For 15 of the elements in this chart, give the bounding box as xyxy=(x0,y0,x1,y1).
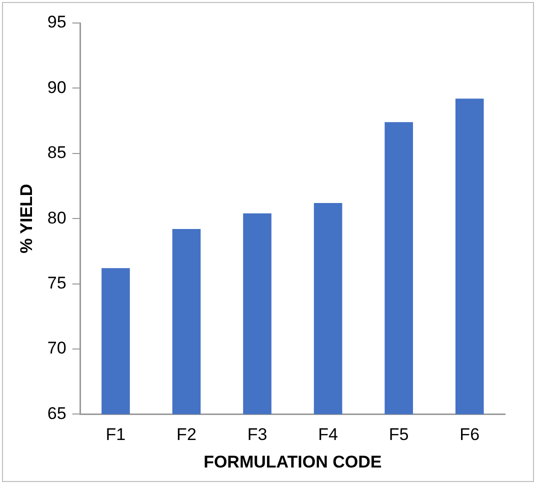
y-tick-label: 70 xyxy=(47,338,66,358)
y-tick-label: 65 xyxy=(47,404,66,423)
x-tick-label: F3 xyxy=(247,425,268,444)
y-tick-label: 80 xyxy=(47,208,66,228)
x-tick-label: F5 xyxy=(388,425,409,444)
x-tick-label: F4 xyxy=(318,425,338,444)
y-tick-label: 90 xyxy=(47,78,66,97)
y-tick-label: 75 xyxy=(47,273,66,292)
y-tick-label: 85 xyxy=(47,143,66,162)
x-axis-title: FORMULATION CODE xyxy=(204,452,382,472)
y-tick-label: 95 xyxy=(47,12,66,32)
x-tick-label: F2 xyxy=(176,425,196,444)
x-tick-label: F6 xyxy=(460,425,480,444)
x-tick-label: F1 xyxy=(106,425,126,444)
y-axis-title: % YIELD xyxy=(16,184,36,254)
